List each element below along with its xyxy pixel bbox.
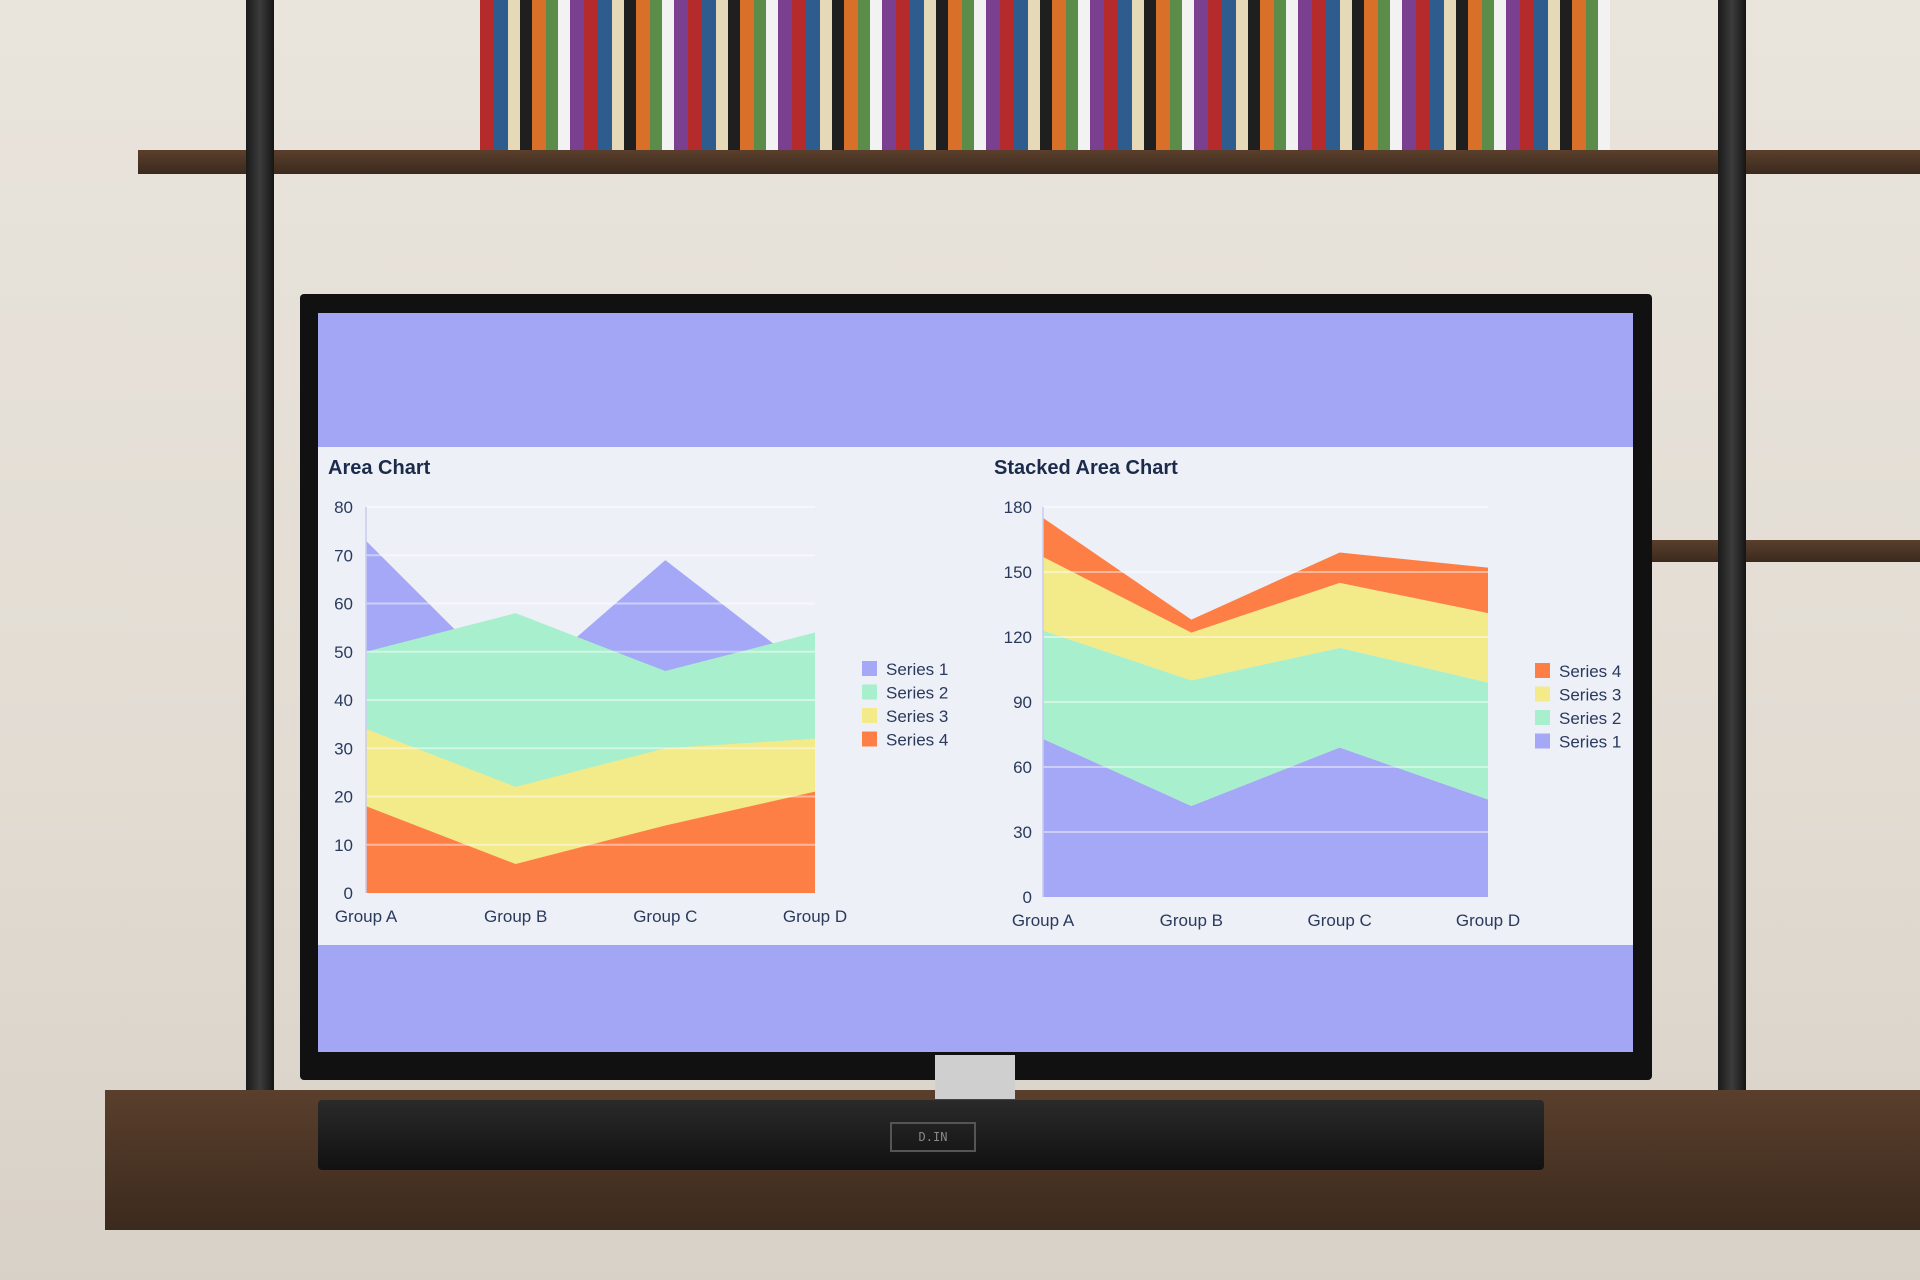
area-series-3: [1043, 556, 1488, 683]
y-tick-label: 50: [334, 643, 353, 662]
y-tick-label: 70: [334, 546, 353, 565]
area-series-1: [1043, 738, 1488, 897]
legend-swatch: [862, 684, 877, 700]
area-series-4: [1043, 517, 1488, 633]
y-tick-label: 10: [334, 836, 353, 855]
x-tick-label: Group D: [1456, 911, 1520, 930]
legend-label: Series 2: [886, 684, 948, 703]
x-tick-label: Group B: [484, 907, 547, 926]
x-tick-label: Group D: [783, 907, 847, 926]
legend-label: Series 4: [1559, 662, 1621, 681]
y-tick-label: 30: [1013, 823, 1032, 842]
y-tick-label: 40: [334, 691, 353, 710]
y-tick-label: 0: [1023, 888, 1032, 907]
legend-swatch: [1535, 686, 1550, 702]
y-tick-label: 120: [1004, 628, 1032, 647]
x-tick-label: Group C: [1308, 911, 1372, 930]
chart-title: Stacked Area Chart: [994, 457, 1178, 479]
area-series-2: [1043, 630, 1488, 806]
legend-label: Series 4: [886, 731, 948, 750]
legend-label: Series 2: [1559, 709, 1621, 728]
legend-label: Series 3: [1559, 686, 1621, 705]
side-shelf: [1650, 540, 1920, 562]
legend-swatch: [862, 661, 877, 676]
bookshelf-dvds: [480, 0, 1610, 152]
soundbar-display: D.IN: [890, 1122, 976, 1152]
x-tick-label: Group B: [1160, 911, 1223, 930]
y-tick-label: 180: [1004, 498, 1032, 517]
x-tick-label: Group A: [1012, 911, 1075, 930]
shelf-pipe-left: [246, 0, 274, 1130]
shelf-pipe-right: [1718, 0, 1746, 1130]
legend-label: Series 1: [886, 660, 948, 679]
legend-swatch: [1535, 710, 1550, 725]
y-tick-label: 80: [334, 498, 353, 517]
legend-swatch: [862, 708, 877, 723]
soundbar: [318, 1100, 1544, 1170]
y-tick-label: 30: [334, 739, 353, 758]
y-tick-label: 20: [334, 788, 353, 807]
legend-label: Series 1: [1559, 733, 1621, 752]
y-tick-label: 90: [1013, 693, 1032, 712]
legend-swatch: [862, 731, 877, 747]
chart-2: Stacked Area Chart 0 30 60 90 120 150 180 Group …: [994, 457, 1621, 930]
y-tick-label: 150: [1004, 563, 1032, 582]
y-tick-label: 0: [344, 884, 353, 903]
area-series-4: [366, 791, 815, 893]
legend-swatch: [1535, 733, 1550, 749]
x-tick-label: Group C: [633, 907, 697, 926]
chart-title: Area Chart: [328, 457, 431, 479]
legend-swatch: [1535, 663, 1550, 678]
legend-label: Series 3: [886, 707, 948, 726]
top-shelf: [138, 150, 1920, 174]
y-tick-label: 60: [1013, 758, 1032, 777]
chart-1: Area Chart 0 10 20 30 40 50 60 70 80 Group A Group …: [328, 457, 948, 926]
y-tick-label: 60: [334, 595, 353, 614]
tv-stand-base: [935, 1055, 1015, 1099]
x-tick-label: Group A: [335, 907, 398, 926]
